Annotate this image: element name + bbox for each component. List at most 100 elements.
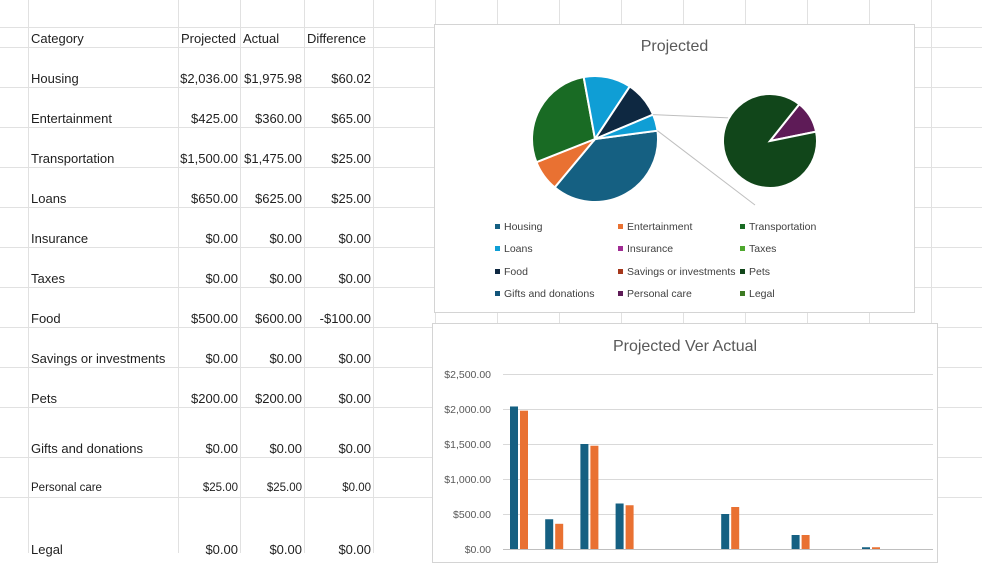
y-tick-label: $1,500.00 [444,439,491,451]
legend-label: Housing [504,221,543,233]
bar-actual[interactable] [520,410,528,549]
cell-difference[interactable]: $0.00 [342,482,371,494]
cell-projected[interactable]: $25.00 [202,482,238,494]
legend-item[interactable]: Entertainment [618,221,692,233]
cell-projected[interactable]: $425.00 [191,111,238,126]
cell-category[interactable]: Insurance [31,231,89,246]
legend-label: Transportation [749,221,817,233]
cell-difference[interactable]: $0.00 [338,391,371,406]
legend-item[interactable]: Personal care [618,288,692,300]
cell-difference[interactable]: $25.00 [331,191,371,206]
pie-slice-housing[interactable] [553,129,659,203]
y-tick-label: $2,500.00 [444,369,491,381]
header-actual[interactable]: Actual [243,31,280,46]
legend-label: Loans [504,243,533,255]
legend-item[interactable]: Food [495,266,528,278]
cell-actual[interactable]: $0.00 [269,231,302,246]
cell-difference[interactable]: $0.00 [338,231,371,246]
legend-item[interactable]: Pets [740,266,770,278]
cell-actual[interactable]: $600.00 [255,311,302,326]
legend-swatch [495,223,500,229]
cell-difference[interactable]: $60.02 [331,71,371,86]
cell-projected[interactable]: $2,036.00 [180,71,238,86]
header-projected[interactable]: Projected [181,31,236,46]
y-tick-label: $500.00 [453,509,491,521]
cell-projected[interactable]: $650.00 [191,191,238,206]
legend-item[interactable]: Savings or investments [618,266,736,278]
legend-item[interactable]: Transportation [740,221,816,233]
cell-projected[interactable]: $0.00 [205,542,238,557]
cell-actual[interactable]: $200.00 [255,391,302,406]
bar-projected[interactable] [615,503,624,550]
cell-difference[interactable]: $0.00 [338,542,371,557]
y-tick-label: $1,000.00 [444,474,491,486]
cell-category[interactable]: Entertainment [31,111,112,126]
bar-actual[interactable] [590,445,599,549]
cell-actual[interactable]: $25.00 [266,482,302,494]
legend-label: Pets [749,266,771,278]
cell-actual[interactable]: $360.00 [255,111,302,126]
legend-swatch [495,290,500,296]
legend-item[interactable]: Gifts and donations [495,288,594,300]
cell-actual[interactable]: $1,475.00 [244,151,302,166]
bar-actual[interactable] [555,523,564,549]
cell-difference[interactable]: -$100.00 [319,311,371,326]
cell-difference[interactable]: $0.00 [338,441,371,456]
legend-item[interactable]: Loans [495,243,533,255]
cell-projected[interactable]: $1,500.00 [180,151,238,166]
legend-label: Food [504,266,528,278]
projected-pie-chart[interactable]: Projected Housing Entertainment Transporta… [434,24,915,313]
legend-swatch [618,268,623,274]
bar-projected[interactable] [721,514,730,549]
cell-category[interactable]: Loans [31,191,67,206]
header-difference[interactable]: Difference [307,31,367,46]
cell-difference[interactable]: $25.00 [331,151,371,166]
secondary-pie-slice-pets[interactable] [722,93,818,189]
y-tick-label: $2,000.00 [444,404,491,416]
cell-category[interactable]: Transportation [31,151,115,166]
cell-category[interactable]: Savings or investments [31,351,166,366]
bar-projected[interactable] [862,547,870,549]
cell-actual[interactable]: $0.00 [269,271,302,286]
pie-slice-transportation[interactable] [531,75,597,164]
cell-category[interactable]: Legal [31,542,63,557]
bar-projected[interactable] [791,535,800,549]
cell-actual[interactable]: $625.00 [255,191,302,206]
legend-swatch [495,268,500,274]
cell-category[interactable]: Taxes [31,271,65,286]
header-category[interactable]: Category [31,31,84,46]
bar-projected[interactable] [545,519,554,549]
cell-projected[interactable]: $0.00 [205,231,238,246]
cell-difference[interactable]: $0.00 [338,271,371,286]
cell-actual[interactable]: $1,975.98 [244,71,302,86]
cell-actual[interactable]: $0.00 [269,441,302,456]
cell-difference[interactable]: $0.00 [338,351,371,366]
cell-category[interactable]: Personal care [31,482,102,494]
cell-projected[interactable]: $200.00 [191,391,238,406]
legend-swatch [740,245,745,251]
cell-category[interactable]: Housing [31,71,79,86]
cell-projected[interactable]: $500.00 [191,311,238,326]
bar-actual[interactable] [801,535,810,549]
legend-item[interactable]: Insurance [618,243,673,255]
cell-category[interactable]: Pets [31,391,58,406]
cell-projected[interactable]: $0.00 [205,351,238,366]
bar-actual[interactable] [625,505,634,549]
legend-item[interactable]: Legal [740,288,775,300]
projected-vs-actual-bar-chart[interactable]: Projected Ver Actual $0.00 $500.00 $1,000.… [432,323,938,563]
legend-item[interactable]: Taxes [740,243,776,255]
pie-chart-title: Projected [640,38,709,55]
bar-projected[interactable] [580,444,589,549]
cell-actual[interactable]: $0.00 [269,351,302,366]
cell-projected[interactable]: $0.00 [205,441,238,456]
cell-category[interactable]: Food [31,311,61,326]
cell-category[interactable]: Gifts and donations [31,441,144,456]
cell-difference[interactable]: $65.00 [331,111,371,126]
cell-actual[interactable]: $0.00 [269,542,302,557]
bar-projected[interactable] [510,406,518,549]
bar-actual[interactable] [872,547,880,549]
legend-item[interactable]: Housing [495,221,543,233]
cell-projected[interactable]: $0.00 [205,271,238,286]
bar-actual[interactable] [731,507,740,549]
